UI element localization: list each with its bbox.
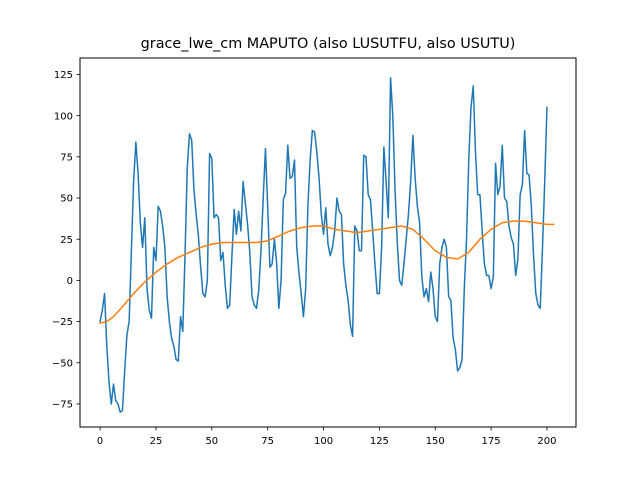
y-tick-label: −50	[52, 358, 73, 369]
y-tick-label: −25	[52, 317, 73, 328]
plot-lines	[99, 77, 555, 413]
x-tick-label: 50	[205, 436, 218, 447]
series-line-1	[99, 77, 548, 413]
y-tick-label: 50	[60, 194, 73, 205]
x-tick-label: 200	[537, 436, 556, 447]
y-tick-label: 0	[67, 276, 73, 287]
series-line-2	[99, 220, 555, 325]
x-tick-label: 75	[261, 436, 274, 447]
x-tick-label: 175	[482, 436, 501, 447]
y-tick-label: −75	[52, 400, 73, 411]
x-tick-label: 0	[97, 436, 103, 447]
x-tick-label: 125	[370, 436, 389, 447]
y-axis: −75 −50 −25 0 25 50 75 100 125	[52, 70, 80, 411]
x-tick-label: 150	[426, 436, 445, 447]
y-tick-label: 100	[54, 111, 73, 122]
x-axis: 0 25 50 75 100 125 150 175 200	[97, 427, 557, 447]
x-tick-label: 100	[314, 436, 333, 447]
plot-frame	[79, 57, 577, 428]
x-tick-label: 25	[150, 436, 163, 447]
chart-title: grace_lwe_cm MAPUTO (also LUSUTFU, also …	[141, 36, 516, 52]
y-tick-label: 25	[60, 235, 73, 246]
y-tick-label: 75	[60, 152, 73, 163]
y-tick-label: 125	[54, 70, 73, 81]
